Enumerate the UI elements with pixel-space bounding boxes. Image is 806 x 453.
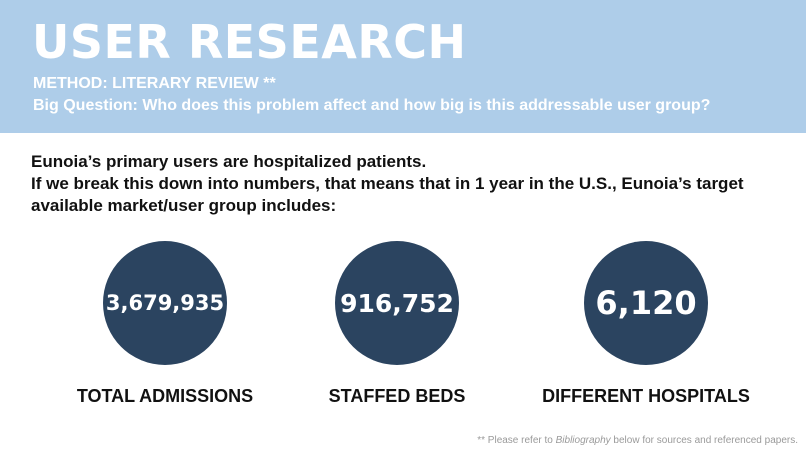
page-title: USER RESEARCH — [32, 15, 467, 69]
footnote-prefix: ** Please refer to — [477, 435, 556, 446]
footnote-bibliography: Bibliography — [555, 435, 611, 446]
footnote: ** Please refer to Bibliography below fo… — [477, 434, 798, 448]
stat-total-admissions: 3,679,935 TOTAL ADMISSIONS — [35, 241, 295, 407]
stat-value: 6,120 — [595, 284, 697, 322]
method-subtitle: METHOD: LITERARY REVIEW ** — [33, 75, 276, 92]
intro-text: Eunoia’s primary users are hospitalized … — [31, 151, 791, 217]
stat-value: 916,752 — [340, 288, 454, 318]
stat-circle: 3,679,935 — [103, 241, 227, 365]
stat-circle: 6,120 — [584, 241, 708, 365]
stat-value: 3,679,935 — [105, 291, 225, 315]
header-banner: USER RESEARCH METHOD: LITERARY REVIEW **… — [0, 0, 806, 133]
stat-staffed-beds: 916,752 STAFFED BEDS — [267, 241, 527, 407]
intro-line-1: Eunoia’s primary users are hospitalized … — [31, 152, 427, 171]
stat-different-hospitals: 6,120 DIFFERENT HOSPITALS — [516, 241, 776, 407]
stat-circle: 916,752 — [335, 241, 459, 365]
stat-label: DIFFERENT HOSPITALS — [542, 386, 750, 406]
big-question: Big Question: Who does this problem affe… — [33, 97, 711, 114]
stat-label: TOTAL ADMISSIONS — [76, 386, 254, 406]
intro-line-2: If we break this down into numbers, that… — [31, 174, 744, 215]
footnote-suffix: below for sources and referenced papers. — [610, 435, 798, 446]
stat-label: STAFFED BEDS — [328, 386, 466, 406]
